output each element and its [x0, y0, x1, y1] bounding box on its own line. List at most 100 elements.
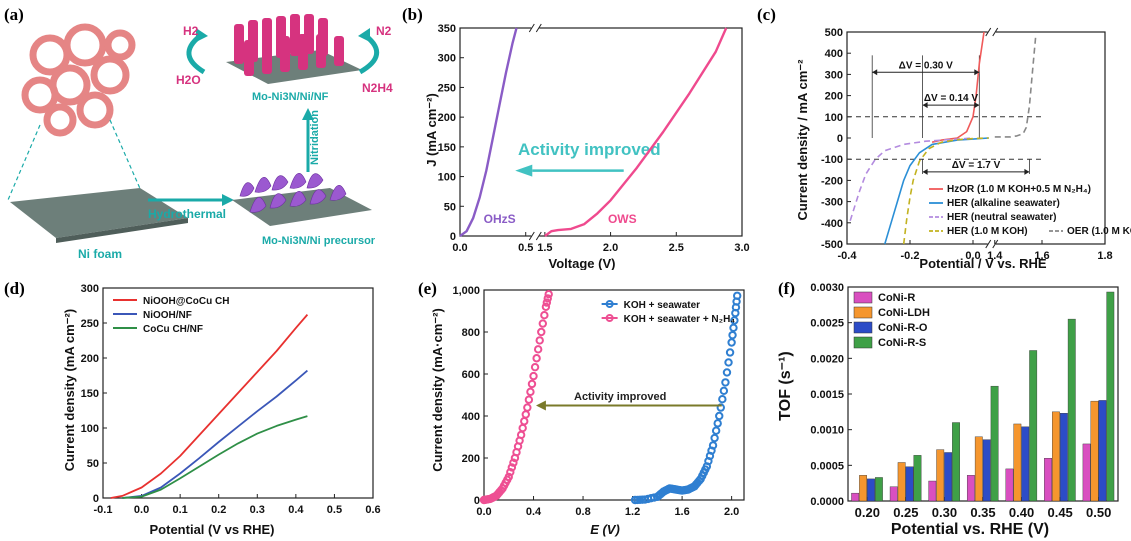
legend-label-her-alkaline-seawater: HER (alkaline seawater) — [947, 198, 1060, 209]
legend-marker — [605, 314, 614, 322]
y-tick-label: 200 — [462, 453, 480, 465]
y-tick-label: 150 — [438, 142, 456, 154]
data-point-koh-seawater-n-h — [524, 395, 534, 404]
bar-coni-r-o — [1059, 413, 1068, 502]
bar-coni-r — [889, 486, 898, 502]
data-point-koh-seawater-n-h — [526, 387, 535, 397]
bar-coni-r-s — [913, 455, 922, 502]
precursor-nanosheets — [239, 173, 347, 213]
axis-break-mark — [535, 23, 542, 33]
x-tick-label: 0.20 — [855, 505, 880, 520]
data-point-koh-seawater — [728, 330, 737, 340]
chart-panel-c: (c) Potential / V vs. RHE Current densit… — [757, 5, 1131, 270]
data-point-koh-seawater-n-h — [532, 354, 541, 363]
data-point-koh-seawater-n-h — [523, 403, 532, 412]
y-tick-label: 0.0015 — [810, 389, 844, 401]
nitridation-label: Nitridation — [309, 110, 321, 165]
hydrothermal-arrow-icon — [222, 194, 234, 206]
series-line-oer-1-0-m-koh — [994, 36, 1037, 138]
y-tick-label: 500 — [825, 27, 843, 39]
bar-coni-ldh — [1090, 400, 1099, 502]
x-tick-label: 0.35 — [970, 505, 995, 520]
panel-label-a: (a) — [4, 5, 24, 24]
x-tick-label: -0.2 — [901, 250, 920, 262]
data-point-koh-seawater — [730, 316, 739, 325]
y-tick-label: 300 — [81, 283, 99, 295]
data-point-koh-seawater — [716, 403, 725, 412]
delta-v-label: ΔV = 1.7 V — [952, 160, 1001, 171]
x-axis-label: Voltage (V) — [549, 256, 616, 270]
chart-panel-b: (b) Voltage (V) J (mA cm⁻²) Activity imp… — [402, 5, 750, 270]
y-axis-label: Current density (mA cm⁻²) — [62, 309, 77, 471]
y-tick-label: 800 — [462, 327, 480, 339]
x-tick-label: 0.25 — [893, 505, 918, 520]
data-point-koh-seawater-n-h — [529, 371, 538, 381]
bar-coni-r-o — [1021, 426, 1030, 502]
y-tick-label: -200 — [821, 175, 843, 187]
y-tick-label: 400 — [462, 411, 480, 423]
series-line-her-1-0-m-koh — [902, 137, 989, 245]
hydrothermal-label: Hydrothermal — [148, 207, 226, 221]
x-tick-label: 0.5 — [518, 242, 533, 254]
arrowhead-icon — [922, 102, 928, 109]
data-point-koh-seawater — [725, 348, 735, 357]
data-point-koh-seawater-n-h — [504, 472, 513, 482]
activity-arrow-icon — [515, 164, 533, 177]
x-tick-label: 0.4 — [288, 504, 304, 516]
x-tick-label: 2.0 — [724, 506, 739, 518]
y-tick-label: 350 — [438, 23, 456, 35]
data-point-koh-seawater-n-h — [533, 345, 543, 354]
legend-swatch — [853, 291, 873, 304]
bar-coni-r — [1044, 457, 1052, 502]
precursor-label: Mo-Ni3N/Ni precursor — [262, 235, 376, 247]
data-point-koh-seawater-n-h — [537, 327, 546, 337]
product-nanosheets — [234, 14, 344, 76]
y-tick-label: 300 — [825, 69, 843, 81]
y-tick-label: 0.0025 — [810, 318, 844, 330]
ni-foam-label: Ni foam — [78, 247, 122, 261]
y-tick-label: 0 — [837, 133, 843, 145]
legend-label-oer-1-0-m-koh: OER (1.0 M KOH) — [1067, 226, 1131, 237]
data-point-koh-seawater-n-h — [541, 302, 551, 311]
bar-coni-r — [966, 475, 975, 502]
series-line-hzor-1-0-m-koh-0-5-m-n-h — [931, 31, 985, 143]
h2o-label: H2O — [176, 73, 201, 87]
legend-label-coni-r-o: CoNi-R-O — [878, 322, 928, 334]
bar-coni-r-s — [1106, 291, 1115, 502]
plot-area: 0 50 100 150 200 250 300 -0.1 0.0 0.1 0.2 0.3 0.4 0.5… — [81, 283, 381, 516]
plot-area: 0.0000 0.0005 0.0010 0.0015 0.0020 0.0025 0.00… — [810, 282, 1119, 520]
legend-label-her-1-0-m-koh: HER (1.0 M KOH) — [947, 226, 1028, 237]
bar-coni-r — [851, 492, 860, 502]
y-tick-label: 200 — [438, 112, 456, 124]
legend-label-niooh-cocu-ch: NiOOH@CoCu CH — [143, 296, 229, 307]
data-point-koh-seawater-n-h — [527, 379, 537, 389]
delta-v-label: ΔV = 0.14 V — [924, 93, 978, 104]
panel-label-e: (e) — [418, 279, 437, 298]
x-tick-label: 1.8 — [1097, 250, 1112, 262]
bar-coni-r — [928, 480, 937, 502]
y-tick-label: -300 — [821, 197, 843, 209]
data-point-koh-seawater — [732, 291, 742, 300]
x-tick-label: 1.6 — [1034, 250, 1049, 262]
x-tick-label: 0.3 — [250, 504, 265, 516]
series-line-niooh-cocu-ch — [110, 314, 309, 499]
data-point-koh-seawater-n-h — [518, 423, 527, 433]
activity-arrow-icon — [536, 400, 546, 411]
y-axis-label: Current density (mA·cm⁻²) — [430, 308, 445, 472]
axis-break-mark — [535, 231, 542, 241]
data-point-koh-seawater — [721, 378, 730, 387]
legend-label-cocu-ch-nf: CoCu CH/NF — [143, 324, 203, 335]
axis-break-mask — [987, 240, 996, 248]
panel-label-b: (b) — [402, 5, 423, 24]
x-tick-label: 1.6 — [674, 506, 689, 518]
data-point-koh-seawater — [727, 338, 736, 347]
y-tick-label: 100 — [825, 112, 843, 124]
series-line-cocu-ch-nf — [122, 415, 308, 499]
y-tick-label: 1,000 — [452, 285, 480, 297]
series-line-ohzs — [459, 27, 518, 237]
x-axis-label: E (V) — [590, 522, 620, 537]
data-point-koh-seawater — [710, 433, 719, 443]
n2h4-label: N2H4 — [362, 81, 393, 95]
legend-label-hzor-1-0-m-koh-0-5-m-n-h: HzOR (1.0 M KOH+0.5 M N₂H₄) — [947, 184, 1091, 195]
y-tick-label: 400 — [825, 48, 843, 60]
